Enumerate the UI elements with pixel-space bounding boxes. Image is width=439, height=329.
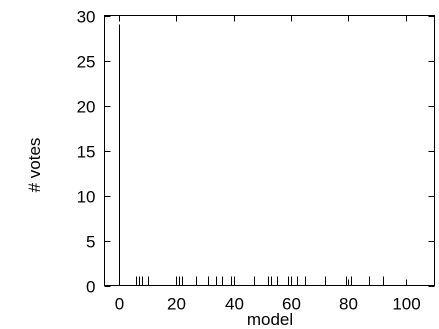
y-tick-label-3: 15 [77, 143, 96, 162]
axis-ticks [104, 15, 435, 287]
y-tick-label-4: 20 [77, 98, 96, 117]
y-tick-label-1: 5 [86, 233, 95, 252]
y-tick-label-0: 0 [86, 278, 95, 297]
x-tick-label-3: 60 [282, 295, 301, 314]
x-axis-label: model [247, 310, 293, 329]
tick-labels: 0 20 40 60 80 100 0 5 10 15 20 25 30 [77, 8, 421, 314]
x-tick-label-5: 100 [392, 295, 420, 314]
bars [119, 24, 384, 286]
x-tick-label-0: 0 [115, 295, 124, 314]
y-tick-label-5: 25 [77, 53, 96, 72]
y-tick-label-2: 10 [77, 188, 96, 207]
x-tick-label-4: 80 [339, 295, 358, 314]
y-tick-label-6: 30 [77, 8, 96, 27]
x-tick-label-1: 20 [167, 295, 186, 314]
plot-frame [104, 15, 435, 286]
y-axis-label: # votes [25, 138, 44, 193]
x-tick-label-2: 40 [225, 295, 244, 314]
